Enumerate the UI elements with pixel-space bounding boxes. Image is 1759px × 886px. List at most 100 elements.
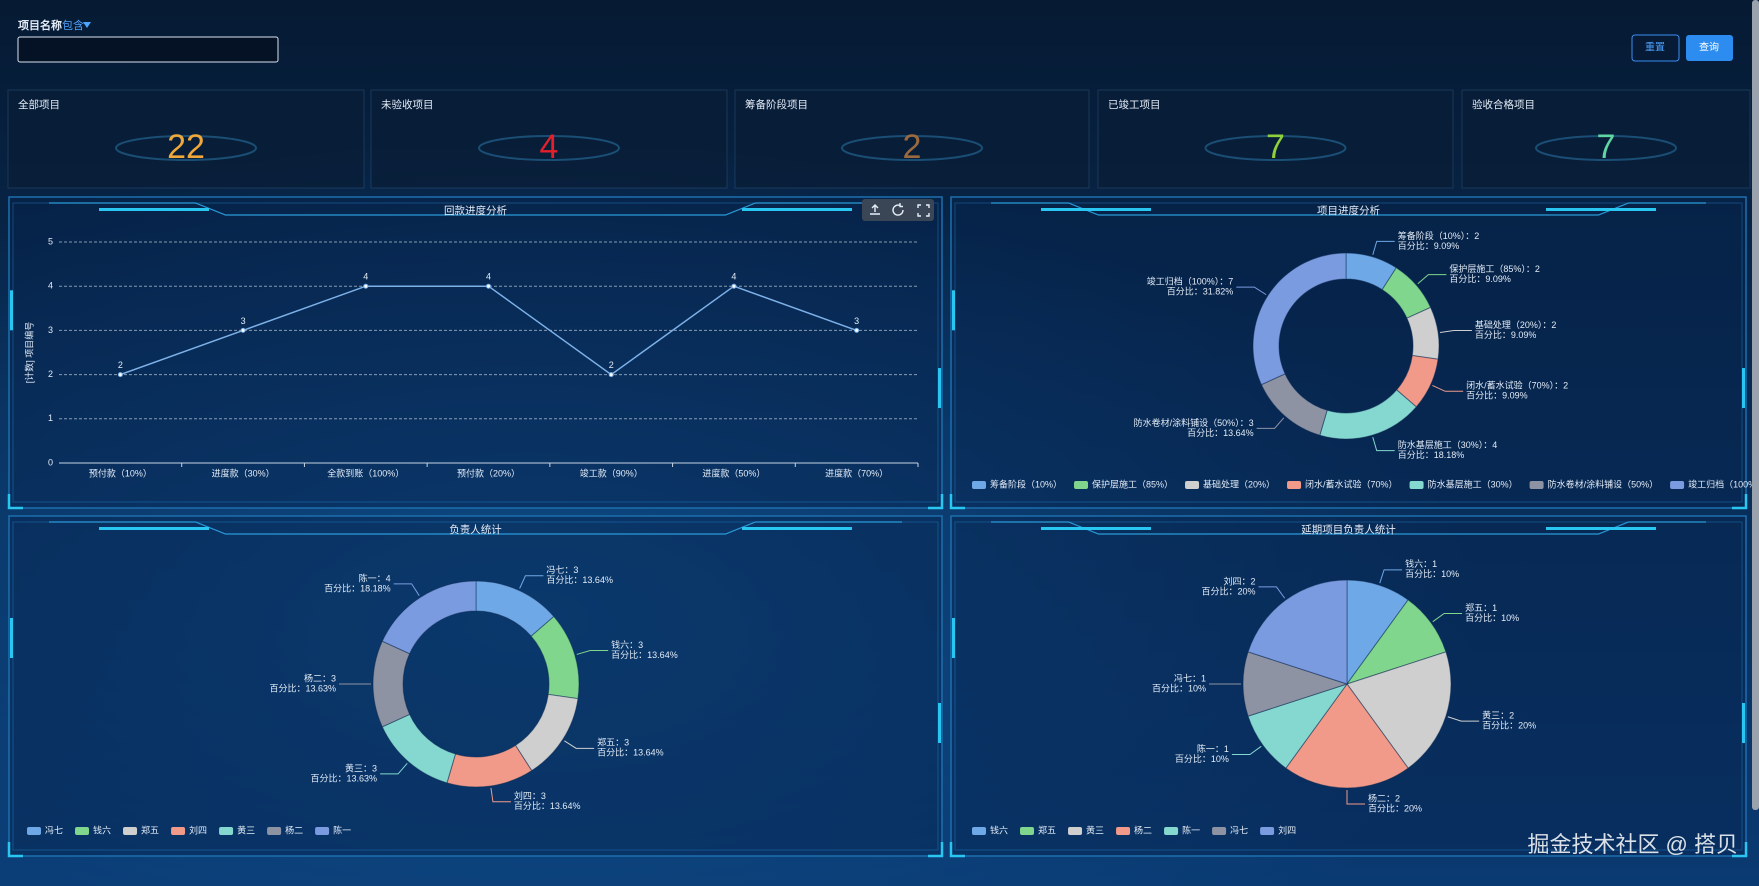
filter-input[interactable] xyxy=(17,36,279,63)
legend-swatch xyxy=(1074,481,1089,489)
search-button[interactable] xyxy=(1686,35,1733,61)
slice-percent: 百分比：10% xyxy=(1175,753,1229,764)
label-line xyxy=(1372,240,1395,255)
label-line xyxy=(1432,385,1464,392)
stat-card xyxy=(370,89,728,189)
label-line xyxy=(1379,569,1403,584)
legend-swatch xyxy=(1260,827,1275,835)
refresh-icon[interactable] xyxy=(892,203,904,216)
panel-inner xyxy=(12,202,939,503)
slice xyxy=(1247,579,1348,685)
panel-title: 回款进度分析 xyxy=(444,204,507,217)
slice-percent: 百分比：9.09% xyxy=(1466,390,1528,401)
corner xyxy=(949,494,1748,510)
slice-percent: 百分比：13.64% xyxy=(1187,427,1254,438)
point xyxy=(486,283,491,289)
point xyxy=(240,327,246,333)
slice xyxy=(1346,651,1452,769)
slice-percent: 百分比：13.63% xyxy=(311,772,378,783)
side-bar xyxy=(10,618,13,658)
point xyxy=(854,327,860,333)
y-tick-label: 3 xyxy=(48,325,53,335)
stat-label: 全部项目 xyxy=(18,98,60,111)
filter-label: 项目名称 xyxy=(18,18,62,32)
slice-percent: 百分比：10% xyxy=(1405,568,1459,579)
slice-percent: 百分比：9.09% xyxy=(1449,273,1511,284)
header-bar xyxy=(742,208,852,211)
stat-card xyxy=(734,89,1090,189)
legend-swatch xyxy=(315,827,330,835)
legend-label: 钱六 xyxy=(990,824,1008,835)
download-icon[interactable] xyxy=(870,204,880,215)
stat-value: 7 xyxy=(1597,128,1616,166)
slice-percent: 百分比：18.18% xyxy=(324,582,391,593)
x-tick-label: 预付款（20%） xyxy=(457,467,520,478)
slice-label: 陈一：4 xyxy=(359,572,391,583)
scrollbar[interactable] xyxy=(1752,0,1759,810)
slice-label: 筹备阶段（10%）：2 xyxy=(1398,230,1480,241)
legend-label: 钱六 xyxy=(93,824,111,835)
legend-label: 郑五 xyxy=(1038,824,1056,835)
legend-swatch xyxy=(219,827,234,835)
slice xyxy=(381,580,477,655)
slice-label: 冯七：3 xyxy=(546,565,578,575)
slice-label: 防水基层施工（30%）：4 xyxy=(1398,439,1498,450)
reset-button[interactable] xyxy=(1631,34,1680,62)
corner xyxy=(7,842,944,858)
search-label[interactable]: 查询 xyxy=(1699,41,1719,54)
slice-label: 刘四：2 xyxy=(1223,575,1255,586)
reset-label[interactable]: 重置 xyxy=(1645,41,1665,54)
legend-label: 黄三 xyxy=(237,824,255,835)
legend-swatch xyxy=(1670,481,1685,489)
slice-label: 钱六：1 xyxy=(1405,558,1437,569)
label-line xyxy=(1258,586,1286,599)
slice-label: 保护层施工（85%）：2 xyxy=(1449,263,1540,274)
label-line xyxy=(1417,274,1447,285)
side-bar xyxy=(952,618,955,658)
slice-percent: 百分比：18.18% xyxy=(1398,449,1465,460)
legend-label: 杨二 xyxy=(285,824,303,835)
slice xyxy=(1285,683,1409,789)
label-line xyxy=(576,649,609,655)
stat-value: 22 xyxy=(167,128,205,166)
slice-label: 竣工归档（100%）：7 xyxy=(1147,275,1234,286)
fullscreen-icon[interactable] xyxy=(917,204,930,217)
label-line xyxy=(1236,286,1267,296)
label-line xyxy=(1231,745,1262,756)
slice-percent: 百分比：13.64% xyxy=(597,747,664,758)
legend-label: 冯七 xyxy=(1230,825,1248,835)
legend-label: 刘四 xyxy=(1278,824,1296,835)
data-label: 2 xyxy=(118,360,123,370)
x-tick-label: 进度款（30%） xyxy=(212,467,275,478)
stat-card xyxy=(7,89,365,189)
filter-operator[interactable]: 包含 xyxy=(62,18,84,32)
slice-percent: 百分比：10% xyxy=(1152,682,1206,693)
slice-label: 陈一：1 xyxy=(1197,743,1229,754)
slice-label: 防水卷材/涂料铺设（50%）：3 xyxy=(1134,417,1254,428)
panel-inner xyxy=(954,202,1743,503)
legend-swatch xyxy=(75,827,90,835)
label-line xyxy=(1447,716,1480,722)
legend-swatch xyxy=(972,481,986,489)
panel-title: 延期项目负责人统计 xyxy=(1301,523,1396,536)
panel-header xyxy=(49,202,902,216)
data-label: 3 xyxy=(241,316,246,326)
legend-swatch xyxy=(171,827,186,835)
slice-percent: 百分比：9.09% xyxy=(1398,240,1460,251)
label-line xyxy=(380,763,408,775)
x-tick-label: 竣工款（90%） xyxy=(580,467,643,478)
header-bar xyxy=(1041,527,1151,530)
header-bar xyxy=(1041,208,1151,211)
dropdown-arrow[interactable] xyxy=(83,22,91,28)
stat-value: 7 xyxy=(1266,128,1285,166)
label-line xyxy=(564,740,595,749)
slice-label: 杨二：2 xyxy=(1368,792,1400,803)
legend-label: 防水卷材/涂料铺设（50%） xyxy=(1548,478,1659,489)
point xyxy=(731,283,737,289)
slice-label: 黄三：3 xyxy=(345,762,377,773)
legend-label: 冯七 xyxy=(45,825,63,835)
side-bar xyxy=(10,290,13,331)
legend-swatch xyxy=(123,827,138,835)
stat-label: 已竣工项目 xyxy=(1108,98,1161,111)
